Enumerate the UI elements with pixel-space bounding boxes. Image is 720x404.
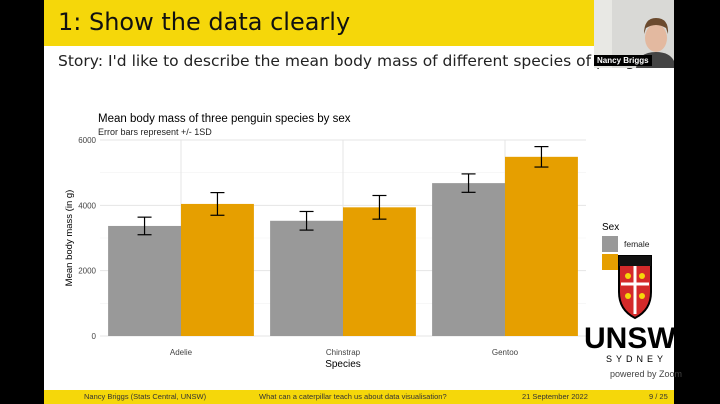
footer-author: Nancy Briggs (Stats Central, UNSW) [84, 392, 207, 401]
y-tick-label: 4000 [78, 201, 96, 210]
logo-subtext: SYDNEY [606, 354, 667, 364]
x-tick-label: Adelie [170, 348, 193, 357]
chart-title: Mean body mass of three penguin species … [98, 113, 351, 125]
unsw-logo: UNSW SYDNEY [584, 255, 674, 364]
slide-title: 1: Show the data clearly [58, 8, 351, 36]
bar-female-adelie [108, 225, 181, 336]
y-tick-label: 0 [92, 332, 97, 341]
participant-name: Nancy Briggs [594, 55, 652, 66]
x-axis-label: Species [325, 359, 361, 370]
bar-female-chinstrap [270, 220, 343, 336]
x-tick-label: Gentoo [492, 348, 519, 357]
footer-page: 9 / 25 [649, 392, 668, 401]
footer-talk-title: What can a caterpillar teach us about da… [259, 392, 447, 401]
slide: 1: Show the data clearly Story: I'd like… [44, 0, 674, 404]
y-tick-label: 6000 [78, 136, 96, 145]
legend-swatch-male [602, 254, 618, 270]
bar-male-chinstrap [343, 207, 416, 336]
bar-chart: Adelie Chinstrap Gentoo 0 2000 4000 6000 Mean b… [64, 113, 650, 370]
title-bar: 1: Show the data clearly [44, 0, 674, 46]
zoom-watermark: powered by Zoom [610, 369, 683, 379]
legend-title: Sex [602, 222, 619, 233]
story-text: Story: I'd like to describe the mean bod… [58, 52, 674, 70]
x-tick-label: Chinstrap [326, 348, 361, 357]
logo-text: UNSW [584, 322, 674, 355]
footer-date: 21 September 2022 [522, 392, 588, 401]
y-tick-label: 2000 [78, 267, 96, 276]
bar-female-gentoo [432, 183, 505, 336]
bar-male-adelie [181, 203, 254, 336]
chart-subtitle: Error bars represent +/- 1SD [98, 127, 212, 137]
legend-swatch-female [602, 236, 618, 252]
y-axis-label: Mean body mass (in g) [64, 190, 75, 287]
bar-male-gentoo [505, 156, 578, 336]
footer-bar: Nancy Briggs (Stats Central, UNSW) What … [44, 390, 674, 404]
legend-label-female: female [624, 239, 650, 249]
